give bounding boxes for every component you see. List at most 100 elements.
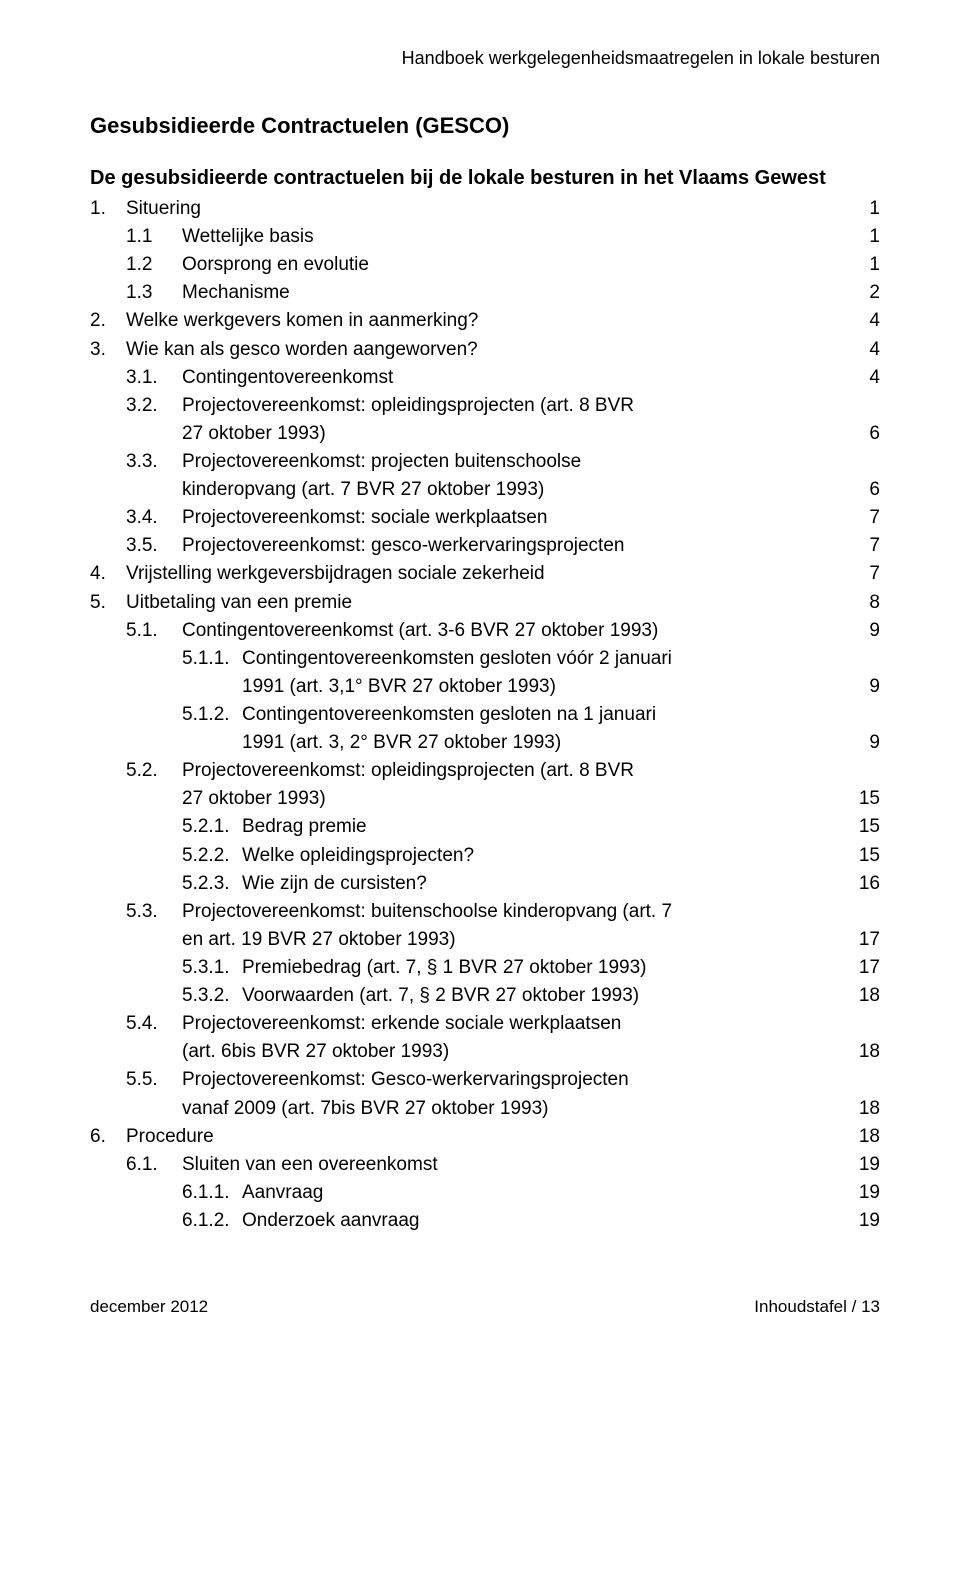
toc-text: Contingentovereenkomst (art. 3-6 BVR 27 … (182, 617, 844, 645)
toc-page: 1 (844, 223, 880, 251)
toc-text: Projectovereenkomst: sociale werkplaatse… (182, 504, 844, 532)
toc-page: 15 (844, 785, 880, 813)
toc-entry: 5.Uitbetaling van een premie8 (90, 589, 880, 617)
toc-text: Wie kan als gesco worden aangeworven? (126, 336, 844, 364)
toc-page: 15 (844, 813, 880, 841)
toc-number: 6.1.1. (182, 1179, 242, 1207)
toc-number: 6.1. (126, 1151, 182, 1179)
toc-entry: 5.5.Projectovereenkomst: Gesco-werkervar… (90, 1066, 880, 1094)
toc-entry: 6.1.2.Onderzoek aanvraag19 (90, 1207, 880, 1235)
toc-entry: 5.3.2.Voorwaarden (art. 7, § 2 BVR 27 ok… (90, 982, 880, 1010)
toc-text: 1991 (art. 3, 2° BVR 27 oktober 1993) (242, 729, 844, 757)
toc-page: 8 (844, 589, 880, 617)
toc-text: (art. 6bis BVR 27 oktober 1993) (182, 1038, 844, 1066)
toc-text: vanaf 2009 (art. 7bis BVR 27 oktober 199… (182, 1095, 844, 1123)
toc-number: 5.3.2. (182, 982, 242, 1010)
toc-text: Voorwaarden (art. 7, § 2 BVR 27 oktober … (242, 982, 844, 1010)
toc-page: 15 (844, 842, 880, 870)
toc-entry: 1.1Wettelijke basis1 (90, 223, 880, 251)
toc-number: 5.2.2. (182, 842, 242, 870)
toc-text: Projectovereenkomst: buitenschoolse kind… (182, 898, 844, 926)
toc-text: en art. 19 BVR 27 oktober 1993) (182, 926, 844, 954)
toc-number: 3.4. (126, 504, 182, 532)
toc-text: kinderopvang (art. 7 BVR 27 oktober 1993… (182, 476, 844, 504)
toc-page: 7 (844, 560, 880, 588)
toc-number: 5.1.1. (182, 645, 242, 673)
toc-number: 5.1. (126, 617, 182, 645)
toc-text: Procedure (126, 1123, 844, 1151)
toc-entry: 5.2.Projectovereenkomst: opleidingsproje… (90, 757, 880, 785)
toc-text: Projectovereenkomst: gesco-werkervarings… (182, 532, 844, 560)
toc-text: Situering (126, 195, 844, 223)
toc-text: Wie zijn de cursisten? (242, 870, 844, 898)
toc-number: 1. (90, 195, 126, 223)
toc-page: 18 (844, 1038, 880, 1066)
toc-entry: vanaf 2009 (art. 7bis BVR 27 oktober 199… (90, 1095, 880, 1123)
toc-entry: 2.Welke werkgevers komen in aanmerking?4 (90, 307, 880, 335)
toc-number: 5.1.2. (182, 701, 242, 729)
toc-entry: 3.Wie kan als gesco worden aangeworven?4 (90, 336, 880, 364)
toc-number: 5.2.3. (182, 870, 242, 898)
toc-entry: 5.3.1.Premiebedrag (art. 7, § 1 BVR 27 o… (90, 954, 880, 982)
running-header: Handboek werkgelegenheidsmaatregelen in … (90, 48, 880, 69)
toc-page: 18 (844, 982, 880, 1010)
toc-entry: 27 oktober 1993)15 (90, 785, 880, 813)
toc-entry: 5.2.2.Welke opleidingsprojecten?15 (90, 842, 880, 870)
toc-number: 6.1.2. (182, 1207, 242, 1235)
toc-number: 5.3. (126, 898, 182, 926)
toc-entry: 4.Vrijstelling werkgeversbijdragen socia… (90, 560, 880, 588)
toc-text: Contingentovereenkomsten gesloten na 1 j… (242, 701, 844, 729)
toc-page: 17 (844, 926, 880, 954)
toc-text: Contingentovereenkomst (182, 364, 844, 392)
toc-number: 5.2. (126, 757, 182, 785)
table-of-contents: 1.Situering11.1Wettelijke basis11.2Oorsp… (90, 195, 880, 1235)
toc-page: 9 (844, 673, 880, 701)
toc-entry: 6.1.Sluiten van een overeenkomst19 (90, 1151, 880, 1179)
toc-text: Contingentovereenkomsten gesloten vóór 2… (242, 645, 844, 673)
toc-text: Welke werkgevers komen in aanmerking? (126, 307, 844, 335)
toc-entry: 5.1.2.Contingentovereenkomsten gesloten … (90, 701, 880, 729)
toc-text: Projectovereenkomst: opleidingsprojecten… (182, 392, 844, 420)
toc-entry: 1.Situering1 (90, 195, 880, 223)
toc-text: Vrijstelling werkgeversbijdragen sociale… (126, 560, 844, 588)
toc-number: 3.3. (126, 448, 182, 476)
toc-page: 19 (844, 1151, 880, 1179)
toc-entry: 3.3.Projectovereenkomst: projecten buite… (90, 448, 880, 476)
toc-text: Uitbetaling van een premie (126, 589, 844, 617)
toc-text: Sluiten van een overeenkomst (182, 1151, 844, 1179)
toc-page: 19 (844, 1207, 880, 1235)
subtitle: De gesubsidieerde contractuelen bij de l… (90, 165, 880, 191)
toc-page: 4 (844, 307, 880, 335)
footer-date: december 2012 (90, 1297, 208, 1317)
toc-number: 5.4. (126, 1010, 182, 1038)
toc-text: 1991 (art. 3,1° BVR 27 oktober 1993) (242, 673, 844, 701)
toc-entry: 3.5.Projectovereenkomst: gesco-werkervar… (90, 532, 880, 560)
toc-text: Projectovereenkomst: erkende sociale wer… (182, 1010, 844, 1038)
toc-number: 3. (90, 336, 126, 364)
toc-page: 9 (844, 617, 880, 645)
toc-number: 5.5. (126, 1066, 182, 1094)
toc-entry: 1.2Oorsprong en evolutie1 (90, 251, 880, 279)
toc-text: Bedrag premie (242, 813, 844, 841)
toc-text: 27 oktober 1993) (182, 785, 844, 813)
toc-number: 5.3.1. (182, 954, 242, 982)
toc-text: Oorsprong en evolutie (182, 251, 844, 279)
toc-entry: 27 oktober 1993)6 (90, 420, 880, 448)
toc-page: 18 (844, 1123, 880, 1151)
toc-number: 4. (90, 560, 126, 588)
toc-entry: kinderopvang (art. 7 BVR 27 oktober 1993… (90, 476, 880, 504)
toc-page: 1 (844, 195, 880, 223)
toc-entry: en art. 19 BVR 27 oktober 1993)17 (90, 926, 880, 954)
toc-number: 1.3 (126, 279, 182, 307)
toc-page: 6 (844, 420, 880, 448)
toc-entry: 3.4.Projectovereenkomst: sociale werkpla… (90, 504, 880, 532)
toc-number: 3.5. (126, 532, 182, 560)
toc-page: 17 (844, 954, 880, 982)
toc-page: 1 (844, 251, 880, 279)
toc-text: Welke opleidingsprojecten? (242, 842, 844, 870)
toc-entry: 1.3Mechanisme2 (90, 279, 880, 307)
toc-page: 4 (844, 364, 880, 392)
toc-text: 27 oktober 1993) (182, 420, 844, 448)
toc-text: Projectovereenkomst: Gesco-werkervarings… (182, 1066, 844, 1094)
toc-entry: 5.3.Projectovereenkomst: buitenschoolse … (90, 898, 880, 926)
